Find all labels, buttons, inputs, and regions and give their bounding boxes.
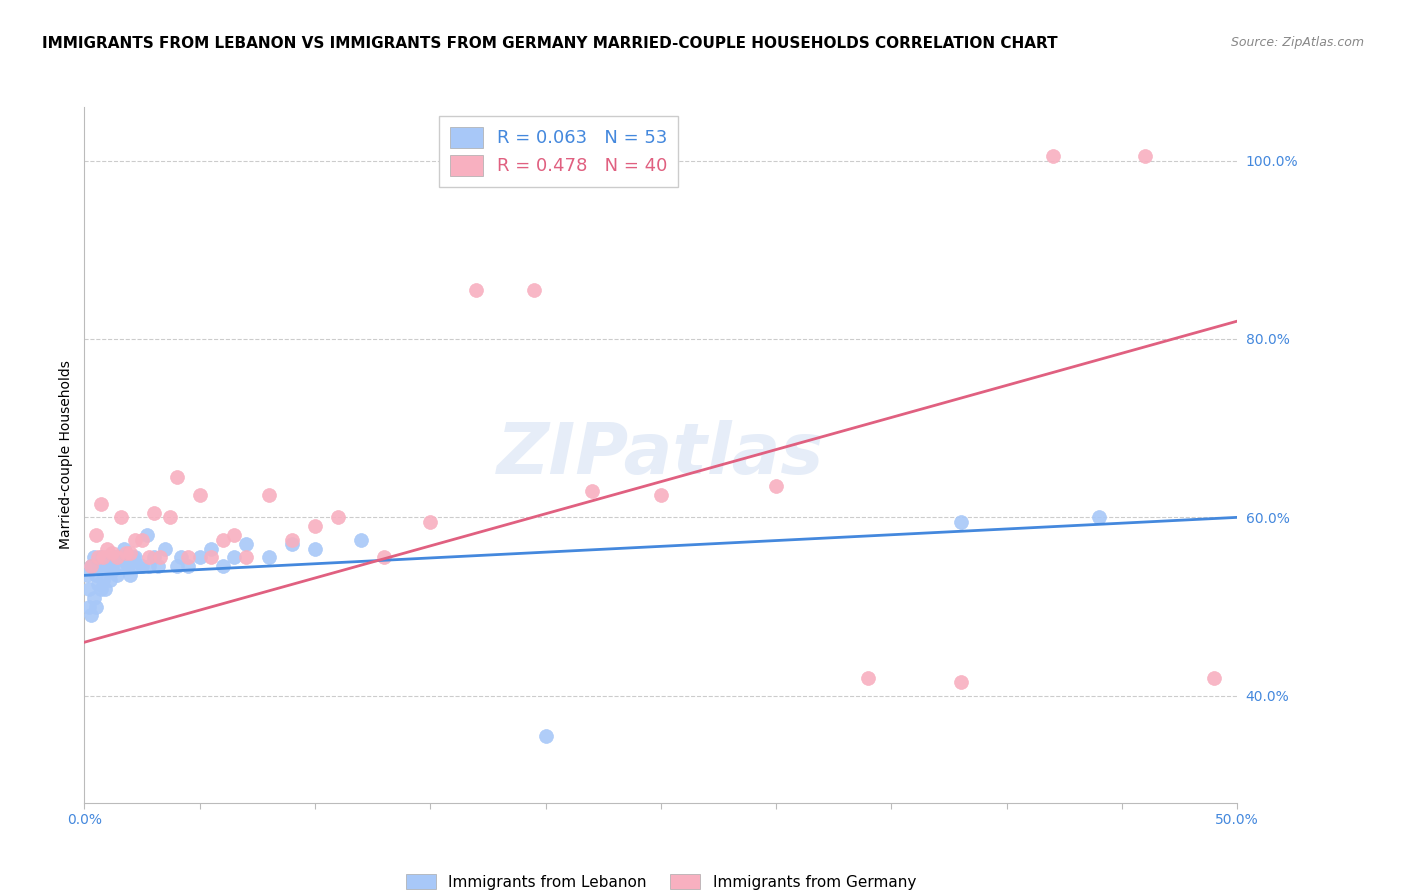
- Point: [858, 671, 880, 685]
- Point: [121, 550, 143, 565]
- Point: [131, 533, 153, 547]
- Point: [650, 488, 672, 502]
- Point: [1042, 149, 1064, 163]
- Point: [419, 515, 441, 529]
- Point: [110, 510, 132, 524]
- Point: [110, 559, 132, 574]
- Point: [138, 550, 160, 565]
- Y-axis label: Married-couple Households: Married-couple Households: [59, 360, 73, 549]
- Point: [200, 541, 222, 556]
- Point: [211, 559, 233, 574]
- Point: [200, 550, 222, 565]
- Point: [949, 515, 972, 529]
- Point: [127, 559, 149, 574]
- Point: [304, 519, 326, 533]
- Point: [146, 559, 169, 574]
- Point: [115, 555, 138, 569]
- Point: [281, 537, 304, 551]
- Point: [87, 577, 110, 591]
- Point: [91, 550, 114, 565]
- Point: [76, 568, 98, 582]
- Point: [89, 497, 111, 511]
- Point: [135, 528, 157, 542]
- Point: [94, 582, 117, 596]
- Point: [96, 541, 118, 556]
- Point: [153, 541, 176, 556]
- Point: [224, 528, 246, 542]
- Legend: Immigrants from Lebanon, Immigrants from Germany: Immigrants from Lebanon, Immigrants from…: [398, 866, 924, 892]
- Point: [465, 283, 488, 297]
- Point: [188, 488, 211, 502]
- Point: [80, 559, 103, 574]
- Point: [149, 550, 172, 565]
- Point: [120, 546, 142, 560]
- Point: [188, 550, 211, 565]
- Point: [89, 550, 111, 565]
- Point: [142, 506, 165, 520]
- Point: [235, 550, 257, 565]
- Point: [281, 533, 304, 547]
- Point: [177, 550, 200, 565]
- Point: [170, 550, 193, 565]
- Point: [177, 559, 200, 574]
- Point: [84, 528, 107, 542]
- Point: [142, 550, 165, 565]
- Point: [80, 608, 103, 623]
- Point: [91, 573, 114, 587]
- Point: [108, 550, 131, 565]
- Point: [103, 550, 125, 565]
- Point: [80, 559, 103, 574]
- Point: [115, 546, 138, 560]
- Point: [1088, 510, 1111, 524]
- Point: [98, 573, 121, 587]
- Point: [949, 675, 972, 690]
- Point: [117, 559, 139, 574]
- Point: [581, 483, 603, 498]
- Point: [124, 550, 146, 565]
- Point: [105, 568, 128, 582]
- Point: [373, 550, 395, 565]
- Point: [1204, 671, 1226, 685]
- Point: [96, 559, 118, 574]
- Point: [534, 729, 557, 743]
- Point: [138, 559, 160, 574]
- Point: [523, 283, 546, 297]
- Point: [77, 599, 100, 614]
- Point: [83, 591, 105, 605]
- Point: [304, 541, 326, 556]
- Point: [87, 559, 110, 574]
- Text: Source: ZipAtlas.com: Source: ZipAtlas.com: [1230, 36, 1364, 49]
- Point: [101, 546, 124, 560]
- Point: [101, 559, 124, 574]
- Point: [350, 533, 373, 547]
- Point: [257, 488, 280, 502]
- Point: [101, 564, 124, 578]
- Point: [159, 510, 181, 524]
- Point: [124, 533, 146, 547]
- Point: [1133, 149, 1156, 163]
- Point: [105, 550, 128, 565]
- Point: [224, 550, 246, 565]
- Point: [765, 479, 787, 493]
- Point: [131, 559, 153, 574]
- Point: [91, 559, 114, 574]
- Point: [77, 582, 100, 596]
- Point: [235, 537, 257, 551]
- Point: [83, 550, 105, 565]
- Point: [257, 550, 280, 565]
- Point: [112, 541, 135, 556]
- Point: [89, 582, 111, 596]
- Point: [211, 533, 233, 547]
- Point: [326, 510, 349, 524]
- Point: [166, 470, 188, 484]
- Point: [120, 568, 142, 582]
- Text: IMMIGRANTS FROM LEBANON VS IMMIGRANTS FROM GERMANY MARRIED-COUPLE HOUSEHOLDS COR: IMMIGRANTS FROM LEBANON VS IMMIGRANTS FR…: [42, 36, 1057, 51]
- Point: [84, 568, 107, 582]
- Point: [84, 599, 107, 614]
- Point: [87, 550, 110, 565]
- Text: ZIPatlas: ZIPatlas: [498, 420, 824, 490]
- Point: [166, 559, 188, 574]
- Point: [96, 550, 118, 565]
